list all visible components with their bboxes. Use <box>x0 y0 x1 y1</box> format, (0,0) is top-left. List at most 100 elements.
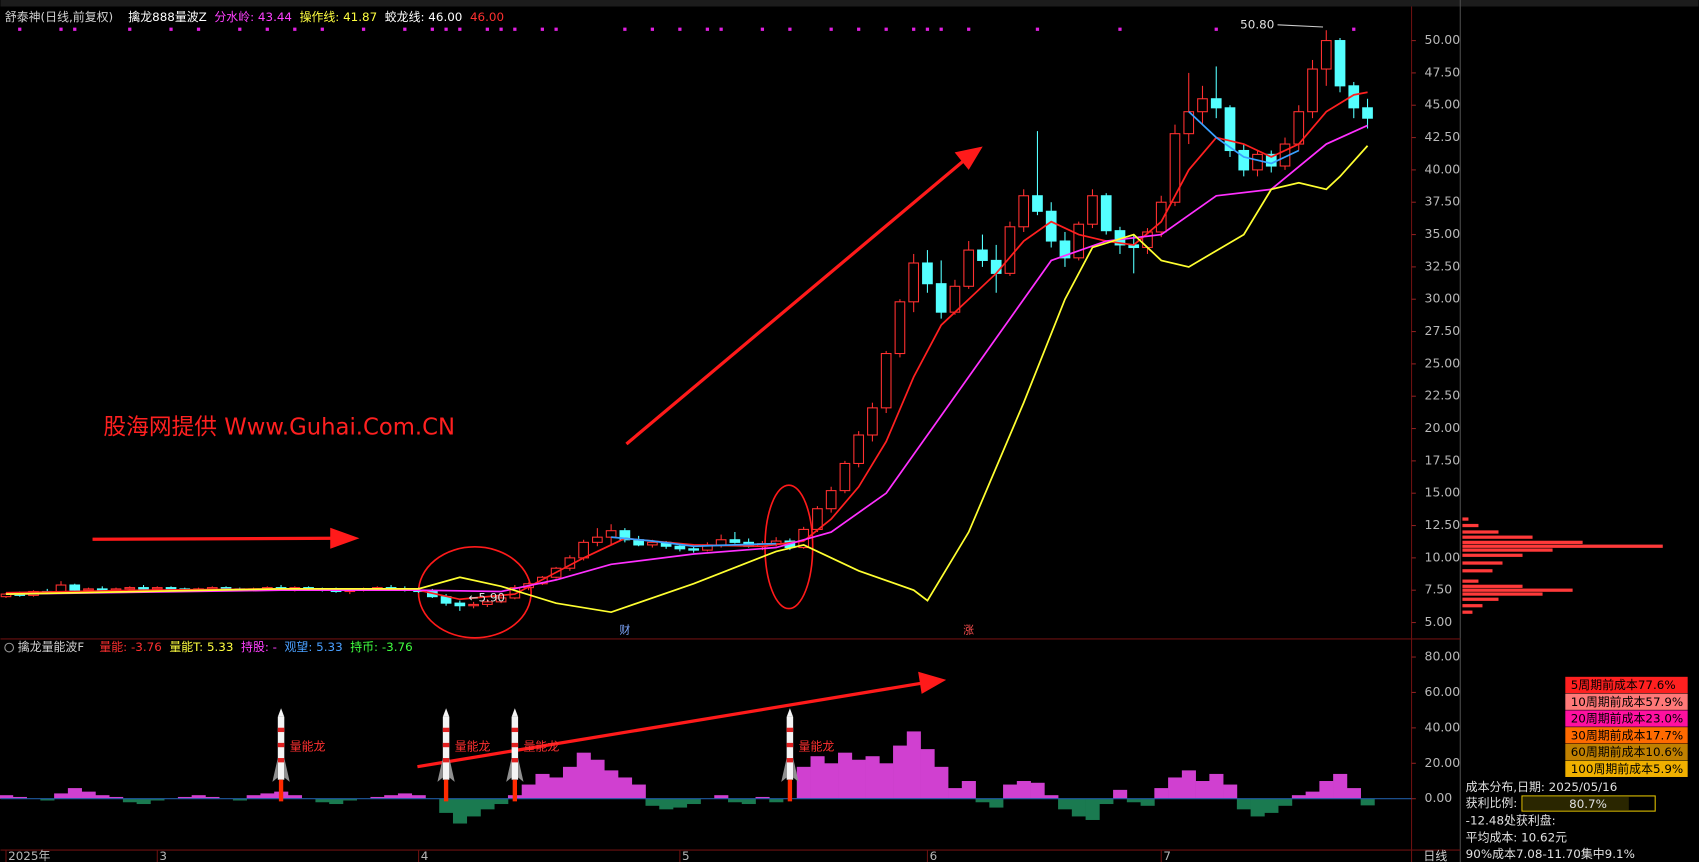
candle-body <box>990 259 1002 274</box>
candle-body <box>138 587 149 590</box>
volume-wave <box>824 763 839 799</box>
header-item: 操作线: 41.87 <box>300 10 378 24</box>
candle-body <box>963 249 975 287</box>
signal-dot <box>925 27 930 31</box>
header-item: 46.00 <box>470 10 504 24</box>
cost-bar <box>1462 540 1583 544</box>
signal-dot <box>18 27 22 31</box>
volume-wave <box>728 798 743 803</box>
volume-wave <box>191 795 206 799</box>
volume-wave <box>631 784 646 799</box>
header-item: 观望: 5.33 <box>285 640 343 654</box>
candle-body <box>1210 98 1222 109</box>
volume-wave <box>136 798 151 805</box>
line-series <box>6 124 1368 595</box>
rocket-nose <box>442 708 450 717</box>
signal-dot <box>238 27 242 31</box>
event-marker: 财 <box>619 622 630 636</box>
header-item: 量能T: 5.33 <box>169 640 233 654</box>
volume-wave <box>838 752 853 799</box>
line-series <box>1188 111 1300 165</box>
signal-dot <box>444 27 448 31</box>
volume-wave <box>1319 781 1334 799</box>
header-item: 舒泰神(日线,前复权) <box>5 10 113 24</box>
cost-bar <box>1462 523 1479 528</box>
header-item: 擒龙量能波F <box>18 640 85 654</box>
volume-wave <box>81 791 96 799</box>
signal-dot <box>293 27 297 31</box>
menu-bar <box>0 0 1699 7</box>
cost-bar <box>1462 592 1543 596</box>
signal-dot <box>1035 27 1040 31</box>
rocket-flame <box>787 779 793 802</box>
candle-body <box>619 530 631 541</box>
rocket-body <box>442 716 450 780</box>
candle-body <box>688 548 699 551</box>
volume-wave <box>851 759 866 799</box>
cost-legend-box <box>1565 710 1688 727</box>
arrow-head <box>954 146 983 170</box>
volume-wave <box>0 795 14 799</box>
signal-dot <box>912 27 916 31</box>
volume-wave <box>1209 773 1224 799</box>
signal-dot <box>623 27 627 31</box>
candle-body <box>592 536 603 543</box>
rocket-label: 量能龙 <box>455 740 491 754</box>
volume-wave <box>920 749 935 799</box>
profit-label: 获利比例: <box>1466 796 1518 810</box>
y-tick-label: 50.00 <box>1425 32 1461 47</box>
candle-body <box>922 262 933 285</box>
period-tab[interactable]: 日线 <box>1423 849 1447 862</box>
rocket-label: 量能龙 <box>524 740 560 754</box>
cost-legend-box <box>1565 743 1688 761</box>
candle-body <box>0 593 12 598</box>
rocket-fin <box>449 758 455 782</box>
arrow <box>92 536 337 541</box>
volume-wave <box>1113 789 1128 799</box>
candle-body <box>1073 223 1085 259</box>
candle-body <box>454 602 466 607</box>
volume-wave <box>67 788 82 799</box>
rocket-flame <box>512 779 518 802</box>
volume-wave <box>686 798 701 805</box>
volume-wave <box>769 798 784 803</box>
rocket-nose <box>786 708 794 717</box>
volume-wave <box>1278 798 1293 806</box>
cost-legend-label: 10周期前成本57.9% <box>1571 695 1684 709</box>
candle-body <box>839 462 851 492</box>
signal-dot <box>458 27 462 31</box>
volume-wave <box>1346 788 1361 799</box>
signal-dot <box>760 27 765 31</box>
signal-dot <box>540 27 544 31</box>
candle-body <box>1252 153 1263 171</box>
rocket-flame <box>278 779 284 802</box>
rocket-stripe <box>442 758 450 763</box>
rocket-label: 量能龙 <box>290 740 326 754</box>
cost-bar <box>1462 610 1473 614</box>
signal-dot <box>1352 27 1356 31</box>
volume-wave <box>452 798 468 824</box>
cost-legend-label: 5周期前成本77.6% <box>1571 678 1676 692</box>
candle-body <box>894 301 906 355</box>
volume-wave <box>741 798 756 805</box>
highlight-circle <box>764 484 814 610</box>
header-item: 量能: -3.76 <box>99 640 161 654</box>
volume-wave <box>755 796 770 799</box>
volume-wave <box>397 793 413 799</box>
header-item: 持币: -3.76 <box>350 640 412 654</box>
volume-wave <box>287 795 303 799</box>
volume-wave <box>1044 795 1059 799</box>
x-tick-label: 6 <box>930 849 938 862</box>
volume-wave <box>177 796 192 799</box>
extreme-pointer <box>1277 24 1324 28</box>
watermark: 股海网提供 Www.Guhai.Com.CN <box>103 414 455 440</box>
cost-bar <box>1462 604 1483 608</box>
signal-dot <box>829 27 833 31</box>
candle-body <box>481 601 493 605</box>
arrow <box>625 159 966 446</box>
rocket-body <box>277 716 285 780</box>
cost-bar <box>1462 588 1573 592</box>
volume-wave <box>95 795 110 799</box>
candle-body <box>605 530 617 538</box>
volume-wave <box>1250 798 1265 817</box>
